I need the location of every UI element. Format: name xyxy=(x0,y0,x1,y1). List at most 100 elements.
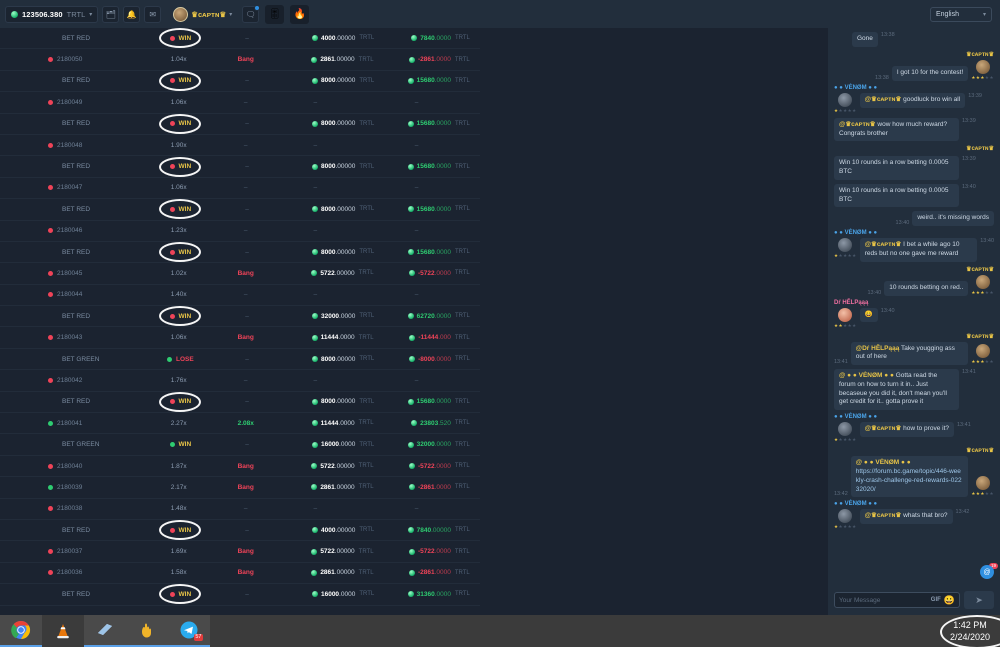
chat-nickname[interactable]: ● ● VĖNØM ● ● xyxy=(834,230,878,237)
taskbar-item-window[interactable] xyxy=(84,615,126,647)
avatar[interactable] xyxy=(838,92,853,107)
chat-message[interactable]: 13:40 weird.. it's missing words xyxy=(834,211,994,227)
chat-mention[interactable]: @ ● ● VĖNØM ● ● xyxy=(839,372,894,380)
chat-message[interactable]: @♛ᴄᴀᴘᴛɴ♛ wow how much reward? Congrats b… xyxy=(834,117,994,142)
round-row[interactable]: 2180046 1.23x – – – xyxy=(0,221,480,242)
chat-avatar-block[interactable]: ★★★★★ xyxy=(971,344,994,365)
hot-games-button[interactable]: 🔥 xyxy=(290,4,310,24)
chat-mention[interactable]: @ ● ● VĖNØM ● ● xyxy=(855,459,911,467)
round-row[interactable]: 2180040 1.87x Bang 5722.00000 TRTL -5722.0000… xyxy=(0,456,480,478)
bet-row[interactable]: BET RED WIN –8000.00000 TRTL 15680.0000 TRTL xyxy=(0,242,480,264)
chat-avatar-block[interactable]: ★★★★★ xyxy=(971,274,994,296)
avatar[interactable] xyxy=(838,509,853,524)
mail-icon[interactable]: ✉ xyxy=(144,5,162,23)
chat-message[interactable]: Win 10 rounds in a row betting 0.0005 BT… xyxy=(834,183,994,208)
avatar[interactable] xyxy=(838,238,853,253)
round-row[interactable]: 2180048 1.90x – – – xyxy=(0,135,480,157)
chat-mention[interactable]: @♛ᴄᴀᴘᴛɴ♛ xyxy=(864,241,902,249)
chat-mention[interactable]: @♛ᴄᴀᴘᴛɴ♛ xyxy=(839,120,876,128)
system-clock[interactable]: 1:42 PM 2/24/2020 xyxy=(939,615,1000,647)
round-row[interactable]: 2180047 1.06x – – – xyxy=(0,178,480,200)
bet-row[interactable]: BET RED WIN –16000.0000 TRTL 31360.0000 TRTL xyxy=(0,584,480,606)
avatar[interactable] xyxy=(975,476,990,491)
chat-avatar-block[interactable]: ★★★★★ xyxy=(971,59,994,81)
round-row[interactable]: 2180036 1.58x Bang 2861.00000 TRTL -2861.0000… xyxy=(0,563,480,585)
chat-avatar-block[interactable]: ★★★★★ xyxy=(971,476,994,497)
wallet-icon[interactable]: 🗂 xyxy=(102,5,120,23)
chat-message[interactable]: ♛ᴄᴀᴘᴛɴ♛ 13:42 @ ● ● VĖNØM ● ● https://forum… xyxy=(834,447,994,498)
chat-input[interactable]: Your Message GIF 😀 xyxy=(834,592,960,608)
bet-row[interactable]: BET RED WIN –8000.00000 TRTL 15680.0000 TRTL xyxy=(0,199,480,221)
round-row[interactable]: 2180042 1.76x – – – xyxy=(0,370,480,392)
avatar[interactable] xyxy=(838,307,853,322)
chat-message[interactable]: ● ● VĖNØM ● ● ★★★★★ @♛ᴄᴀᴘᴛɴ♛ goodluck bro … xyxy=(834,85,994,114)
chat-nickname[interactable]: ● ● VĖNØM ● ● xyxy=(834,501,878,508)
chat-avatar-block[interactable]: ★★★★★ xyxy=(834,509,857,530)
chat-nickname[interactable]: ♛ᴄᴀᴘᴛɴ♛ xyxy=(966,448,994,455)
chat-nickname[interactable]: ♛ᴄᴀᴘᴛɴ♛ xyxy=(966,146,994,153)
chat-message[interactable]: ♛ᴄᴀᴘᴛɴ♛ 13:41 @Dŕ HĚLPąąą Take yougging as… xyxy=(834,333,994,366)
chat-message[interactable]: Dŕ HĚLPąąą ★★★★★ 😄 13:40 xyxy=(834,300,994,329)
chat-avatar-block[interactable]: ★★★★★ xyxy=(834,422,857,443)
taskbar-item-hand[interactable] xyxy=(126,615,168,647)
round-row[interactable]: 2180039 2.17x Bang 2861.00000 TRTL -2861.0000… xyxy=(0,477,480,499)
send-button[interactable]: ➤ xyxy=(964,591,994,609)
chat-nickname[interactable]: ● ● VĖNØM ● ● xyxy=(834,414,878,421)
chat-message[interactable]: ● ● VĖNØM ● ● ★★★★★ @♛ᴄᴀᴘᴛɴ♛ how to prove … xyxy=(834,414,994,443)
bet-row[interactable]: BET RED WIN –32000.0000 TRTL 62720.0000 TRTL xyxy=(0,306,480,328)
chat-message-list[interactable]: Gone 13:38 ♛ᴄᴀᴘᴛɴ♛ 13:38 I got 10 for the co… xyxy=(828,28,1000,585)
chat-toggle-icon[interactable]: 🗨 xyxy=(242,4,261,23)
taskbar-item-vlc[interactable] xyxy=(42,615,84,647)
chat-link[interactable]: https://forum.bc.game/topic/446-weekly-c… xyxy=(855,468,962,493)
chat-message[interactable]: Gone 13:38 xyxy=(834,32,994,47)
chat-message[interactable]: ♛ᴄᴀᴘᴛɴ♛ 13:40 10 rounds betting on red.. ★★… xyxy=(834,266,994,296)
chat-avatar-block[interactable]: ★★★★★ xyxy=(834,92,857,114)
round-row[interactable]: 2180049 1.06x – – – xyxy=(0,92,480,114)
chat-message[interactable]: Win 10 rounds in a row betting 0.0005 BT… xyxy=(834,156,994,180)
round-row[interactable]: 2180043 1.06x Bang 11444.0000 TRTL -11444.000… xyxy=(0,327,480,349)
bet-row[interactable]: BET RED WIN –4000.00000 TRTL 7840.00000 TRTL xyxy=(0,520,480,542)
avatar[interactable] xyxy=(975,274,990,289)
bet-row[interactable]: BET GREEN LOSE –8000.00000 TRTL -8000.0000 TR… xyxy=(0,349,480,371)
round-row[interactable]: 2180041 2.27x 2.08x 11444.0000 TRTL 23803.520… xyxy=(0,413,480,435)
chat-message[interactable]: @ ● ● VĖNØM ● ● Gotta read the forum on … xyxy=(834,369,994,411)
user-menu[interactable]: ♛ᴄᴀᴘᴛɴ♛ ▾ xyxy=(171,4,238,24)
chat-nickname[interactable]: ● ● VĖNØM ● ● xyxy=(834,84,878,91)
taskbar-item-telegram[interactable]: 57 xyxy=(168,615,210,647)
chat-mention[interactable]: @♛ᴄᴀᴘᴛɴ♛ xyxy=(864,512,902,520)
taskbar-item-chrome[interactable] xyxy=(0,615,42,647)
avatar[interactable] xyxy=(975,344,990,359)
chat-mention[interactable]: @♛ᴄᴀᴘᴛɴ♛ xyxy=(864,95,902,103)
chat-message[interactable]: ♛ᴄᴀᴘᴛɴ♛ xyxy=(834,145,994,152)
chat-avatar-block[interactable]: ★★★★★ xyxy=(834,238,857,259)
chat-message[interactable]: ● ● VĖNØM ● ● ★★★★★ @♛ᴄᴀᴘᴛɴ♛ whats that br… xyxy=(834,501,994,530)
chat-message[interactable]: ♛ᴄᴀᴘᴛɴ♛ 13:38 I got 10 for the contest! ★★★… xyxy=(834,51,994,81)
bell-icon[interactable]: 🔔 xyxy=(123,5,141,23)
bet-row[interactable]: BET RED WIN –8000.00000 TRTL 15680.0000 TRTL xyxy=(0,114,480,135)
chat-nickname[interactable]: Dŕ HĚLPąąą xyxy=(834,299,869,306)
bet-row[interactable]: BET RED WIN –8000.00000 TRTL 15680.0000 TRTL xyxy=(0,392,480,414)
round-row[interactable]: 2180038 1.48x – – – xyxy=(0,499,480,520)
emoji-icon[interactable]: 😀 xyxy=(943,594,955,605)
round-row[interactable]: 2180050 1.04x Bang 2861.00000 TRTL -2861.0000… xyxy=(0,49,480,71)
chat-nickname[interactable]: ♛ᴄᴀᴘᴛɴ♛ xyxy=(966,333,994,340)
chat-mention[interactable]: @Dŕ HĚLPąąą xyxy=(855,344,900,352)
chevron-down-icon[interactable]: ▾ xyxy=(229,11,233,18)
round-row[interactable]: 2180044 1.40x – – – xyxy=(0,285,480,307)
chevron-down-icon[interactable]: ▾ xyxy=(89,11,93,18)
chat-nickname[interactable]: ♛ᴄᴀᴘᴛɴ♛ xyxy=(966,266,994,273)
chat-mention[interactable]: @♛ᴄᴀᴘᴛɴ♛ xyxy=(864,425,902,433)
language-select[interactable]: English ▾ xyxy=(930,6,992,22)
bet-row[interactable]: BET GREEN WIN –16000.0000 TRTL 32000.0000 TRT… xyxy=(0,434,480,456)
gif-icon[interactable]: GIF xyxy=(930,597,941,603)
round-row[interactable]: 2180037 1.69x Bang 5722.00000 TRTL -5722.0000… xyxy=(0,541,480,563)
sound-toggle-button[interactable]: 🎚 xyxy=(265,4,285,24)
bet-row[interactable]: BET RED WIN –4000.00000 TRTL 7840.0000 TRTL xyxy=(0,28,480,50)
balance-chip[interactable]: 123506.380 TRTL ▾ xyxy=(5,5,99,23)
avatar[interactable] xyxy=(838,422,853,437)
chat-nickname[interactable]: ♛ᴄᴀᴘᴛɴ♛ xyxy=(966,51,994,58)
chat-message[interactable]: ● ● VĖNØM ● ● ★★★★★ @♛ᴄᴀᴘᴛɴ♛ I bet a while… xyxy=(834,230,994,262)
chat-avatar-block[interactable]: ★★★★★ xyxy=(834,307,857,329)
bet-row[interactable]: BET RED WIN –8000.00000 TRTL 15680.0000 TRTL xyxy=(0,71,480,93)
round-row[interactable]: 2180045 1.02x Bang 5722.00000 TRTL -5722.0000… xyxy=(0,263,480,285)
